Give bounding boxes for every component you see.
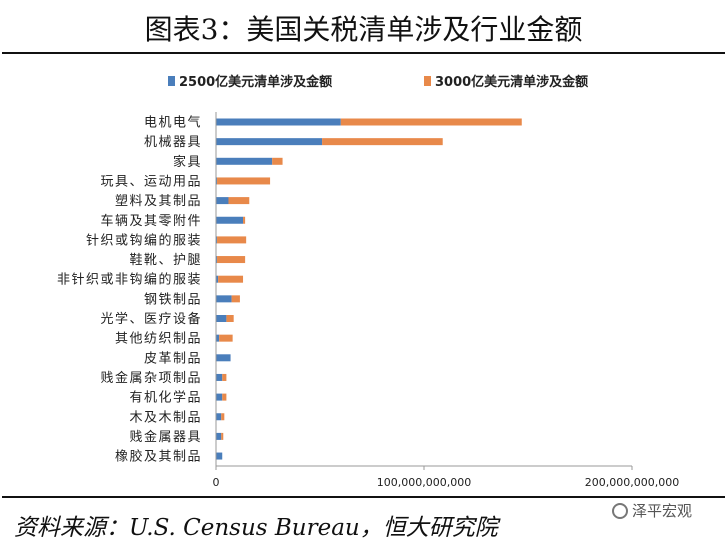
category-label: 机械器具	[144, 135, 202, 150]
bar-0-4	[216, 197, 229, 205]
bar-1-13	[222, 373, 227, 381]
bar-0-14	[216, 393, 223, 401]
watermark: 泽平宏观	[612, 500, 692, 521]
bar-1-15	[221, 413, 225, 421]
bar-1-10	[226, 315, 234, 322]
category-label: 塑料及其制品	[115, 194, 202, 209]
bar-0-5	[216, 216, 244, 224]
bar-0-2	[216, 157, 273, 165]
x-tick-label: 0	[213, 476, 220, 489]
bar-0-17	[216, 452, 223, 460]
bar-1-7	[217, 256, 246, 264]
category-label: 贱金属器具	[129, 429, 202, 445]
bar-1-8	[218, 275, 244, 283]
bar-0-6	[216, 236, 218, 244]
bar-1-3	[217, 177, 271, 185]
x-axis: 0 100,000,000,000 200,000,000,000	[213, 112, 679, 489]
legend-swatch-1	[424, 76, 431, 86]
bar-0-9	[216, 295, 232, 303]
watermark-text: 泽平宏观	[632, 502, 693, 520]
bar-0-15	[216, 413, 222, 421]
bars	[216, 118, 522, 460]
bar-0-10	[216, 315, 227, 322]
bar-chart: 2500亿美元清单涉及金额 3000亿美元清单涉及金额 电机电气机械器具家具玩具、…	[57, 74, 679, 489]
bar-0-11	[216, 334, 220, 342]
wechat-logo-icon	[612, 502, 628, 519]
title-divider	[2, 52, 725, 54]
category-label: 光学、医疗设备	[100, 311, 202, 327]
category-label: 鞋靴、护腿	[129, 252, 202, 268]
footer-divider	[2, 496, 725, 498]
bar-1-6	[217, 236, 247, 244]
legend: 2500亿美元清单涉及金额 3000亿美元清单涉及金额	[168, 74, 588, 90]
bar-0-7	[216, 256, 218, 264]
category-label: 其他纺织制品	[115, 332, 202, 347]
x-tick-label: 200,000,000,000	[585, 476, 679, 489]
bar-1-5	[243, 216, 246, 224]
bar-1-1	[322, 138, 443, 146]
category-label: 皮革制品	[144, 351, 202, 366]
legend-swatch-0	[168, 76, 175, 86]
category-label: 电机电气	[144, 115, 202, 131]
bar-1-9	[231, 295, 240, 303]
bar-1-2	[272, 157, 283, 165]
bar-0-13	[216, 373, 223, 381]
bar-1-14	[222, 393, 227, 401]
category-label: 贱金属杂项制品	[100, 370, 202, 386]
bar-1-0	[340, 118, 522, 126]
category-label: 车辆及其零附件	[100, 213, 202, 229]
category-label: 针织或钩编的服装	[86, 232, 202, 248]
x-tick-label: 100,000,000,000	[377, 476, 471, 489]
category-label: 有机化学品	[129, 390, 202, 406]
category-label: 木及木制品	[129, 410, 202, 425]
category-label: 玩具、运动用品	[100, 174, 202, 189]
bar-0-1	[216, 138, 323, 146]
chart-title: 图表3：美国关税清单涉及行业金额	[144, 13, 583, 46]
bar-1-16	[221, 432, 224, 440]
bar-1-11	[219, 334, 233, 342]
category-label: 钢铁制品	[144, 292, 202, 307]
bar-0-8	[216, 275, 219, 283]
bar-0-16	[216, 432, 222, 440]
category-label: 非针织或非钩编的服装	[57, 272, 202, 288]
bar-1-4	[228, 197, 250, 205]
legend-label-1: 3000亿美元清单涉及金额	[435, 74, 588, 90]
category-label: 家具	[173, 154, 202, 170]
bar-0-0	[216, 118, 341, 126]
source-note: 资料来源：U.S. Census Bureau，恒大研究院	[14, 515, 498, 541]
bar-0-3	[216, 177, 218, 185]
category-labels: 电机电气机械器具家具玩具、运动用品塑料及其制品车辆及其零附件针织或钩编的服装鞋靴…	[57, 115, 202, 465]
legend-label-0: 2500亿美元清单涉及金额	[179, 74, 332, 90]
bar-0-12	[216, 354, 231, 362]
category-label: 橡胶及其制品	[115, 449, 202, 465]
